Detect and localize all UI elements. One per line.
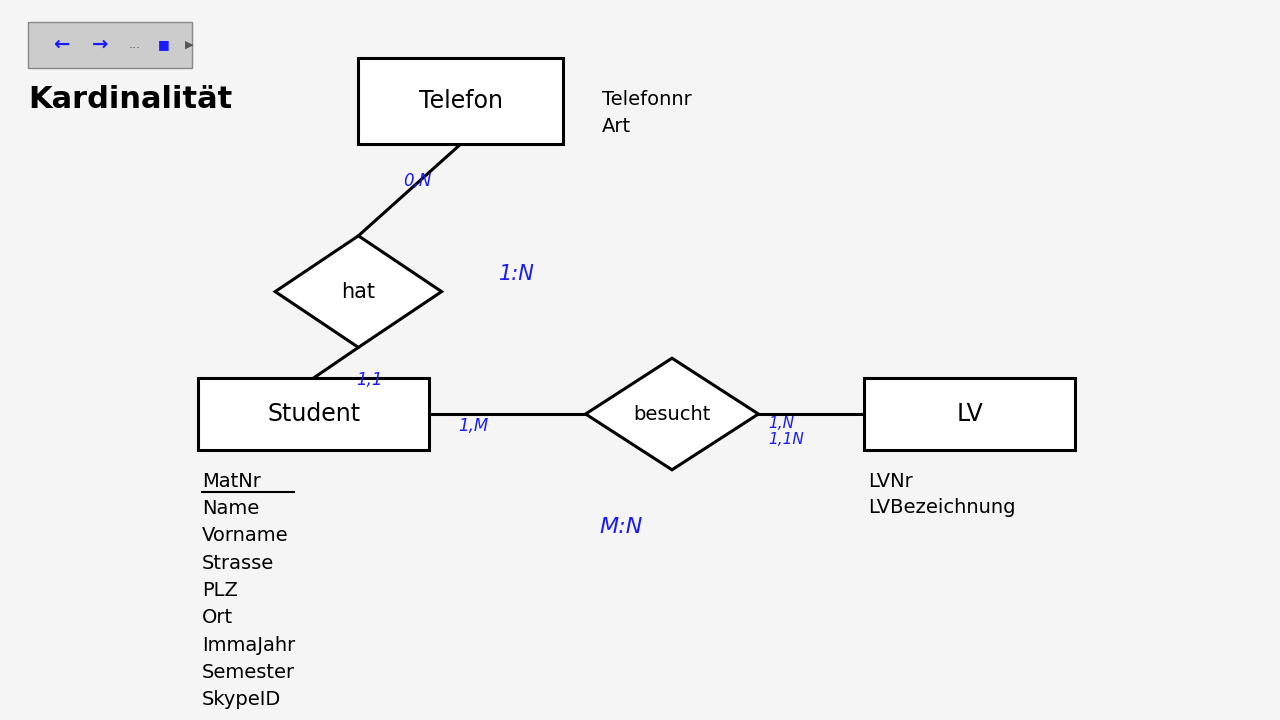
Text: LVNr
LVBezeichnung: LVNr LVBezeichnung: [868, 472, 1015, 517]
Text: Name: Name: [202, 499, 260, 518]
Text: ■: ■: [157, 38, 170, 51]
FancyBboxPatch shape: [198, 378, 429, 450]
Text: ←: ←: [54, 35, 69, 54]
Text: Semester: Semester: [202, 663, 296, 682]
Text: Telefon: Telefon: [419, 89, 503, 113]
Text: ...: ...: [128, 38, 141, 51]
Text: M:N: M:N: [599, 517, 643, 537]
Text: 1:N: 1:N: [499, 264, 535, 284]
FancyBboxPatch shape: [864, 378, 1075, 450]
Text: Strasse: Strasse: [202, 554, 274, 572]
Text: LV: LV: [956, 402, 983, 426]
Text: Kardinalität: Kardinalität: [28, 85, 233, 114]
Polygon shape: [275, 236, 442, 348]
Text: 1,N: 1,N: [768, 416, 794, 431]
Text: PLZ: PLZ: [202, 581, 238, 600]
Polygon shape: [586, 359, 759, 470]
FancyBboxPatch shape: [28, 22, 192, 68]
Text: MatNr: MatNr: [202, 472, 261, 490]
Text: ImmaJahr: ImmaJahr: [202, 636, 296, 654]
Text: Telefonnr
Art: Telefonnr Art: [602, 90, 691, 135]
Text: Ort: Ort: [202, 608, 233, 627]
Text: 1,M: 1,M: [458, 418, 489, 435]
Text: besucht: besucht: [634, 405, 710, 423]
Text: 1,1: 1,1: [356, 372, 383, 390]
Text: ▶: ▶: [186, 40, 193, 50]
Text: SkypeID: SkypeID: [202, 690, 282, 709]
FancyBboxPatch shape: [358, 58, 563, 144]
Text: hat: hat: [342, 282, 375, 302]
Text: →: →: [92, 35, 108, 54]
Text: 0,N: 0,N: [403, 173, 431, 191]
Text: Student: Student: [268, 402, 360, 426]
Text: Vorname: Vorname: [202, 526, 289, 545]
Text: 1,1N: 1,1N: [768, 432, 804, 446]
